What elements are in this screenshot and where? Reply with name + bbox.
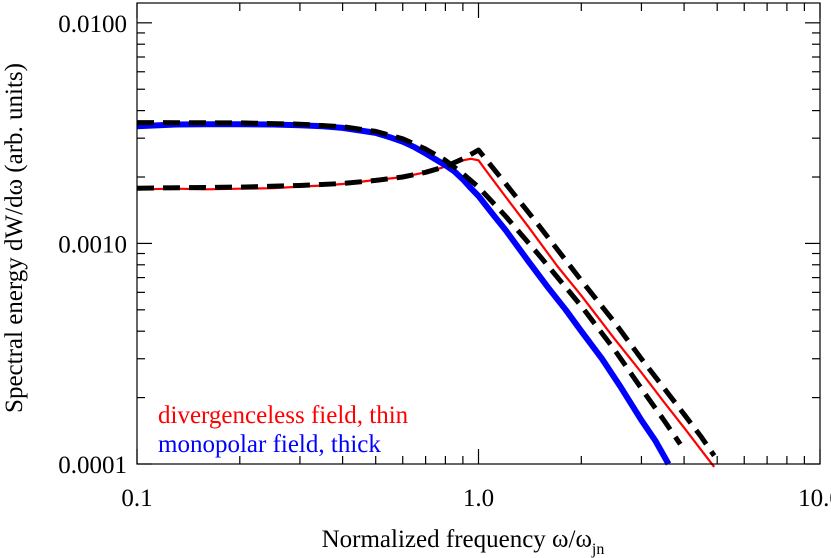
x-axis-title-subscript: jn <box>591 541 604 558</box>
series-layer <box>136 120 717 468</box>
plot-frame <box>136 2 821 465</box>
x-tick-label: 0.1 <box>121 485 152 512</box>
dashed-fit-line-2 <box>136 120 683 446</box>
y-tick-label: 0.0001 <box>58 452 127 479</box>
x-tick-label: 10.0 <box>798 485 831 512</box>
y-axis-title: Spectral energy dW/dω (arb. units) <box>1 63 28 413</box>
legend-entry-monopolar: monopolar field, thick <box>158 431 381 458</box>
legend-entry-divergenceless: divergenceless field, thin <box>158 402 409 429</box>
x-axis-title-main: Normalized frequency ω/ω <box>322 526 592 553</box>
x-tick-label: 1.0 <box>463 485 494 512</box>
legend: divergenceless field, thin monopolar fie… <box>158 402 409 458</box>
y-tick-label: 0.0100 <box>58 11 127 38</box>
y-tick-label: 0.0010 <box>58 231 127 258</box>
dashed-fit-line-1 <box>136 147 717 458</box>
tick-layer <box>136 3 821 465</box>
tick-label-layer: 0.1 1.0 10.0 0.0001 0.0010 0.0100 <box>58 11 831 512</box>
x-axis-title: Normalized frequency ω/ωjn <box>322 526 605 558</box>
